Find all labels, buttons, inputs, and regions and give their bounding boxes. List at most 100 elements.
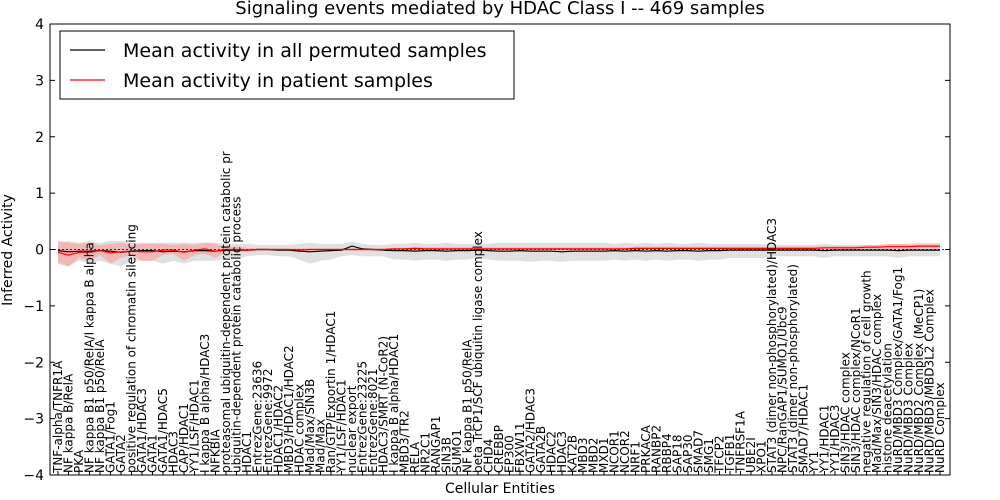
x-tick-label: CAP/HDAC1 [177, 403, 191, 473]
x-axis-label: Cellular Entities [445, 481, 555, 497]
x-tick-label: GATA1/HDAC5 [156, 388, 170, 473]
x-tick-label: TGFB1 [723, 434, 737, 474]
x-tick-label: EntrezGene:23636 [251, 361, 265, 473]
x-tick-label: NCOR1 [608, 430, 622, 473]
x-tick-label: positive regulation of chromatin silenci… [125, 224, 139, 473]
x-tick-label: NRF1 [629, 441, 643, 473]
x-tick-label: SIN3/HDAC complex/NCoR1 [849, 307, 863, 473]
x-tick-label: HDAC1 [240, 431, 254, 473]
x-tick-label: histone deacetylation [881, 343, 895, 473]
x-tick-label: SAP30 [681, 434, 695, 473]
x-tick-label: RANGAP1 [429, 416, 443, 473]
x-tick-label: STAT3 (dimer non-phosphorylated) [786, 264, 800, 473]
x-tick-label: HDAC3 [167, 431, 181, 473]
y-axis: −4 −3 −2 −1 0 1 2 3 4 [23, 17, 950, 484]
x-tick-label: MBD3 [576, 438, 590, 473]
y-tick-label: −3 [23, 412, 44, 428]
x-tick-label: PRKACA [639, 424, 653, 473]
x-tick-label: SMG1 [702, 438, 716, 473]
legend-label-permuted: Mean activity in all permuted samples [123, 40, 486, 62]
x-tick-label: SIN3/HDAC complex [839, 352, 853, 473]
x-tick-label: GATA2 [114, 434, 128, 473]
x-tick-label: NuRD/MBD3 Complex [902, 343, 916, 473]
x-tick-label: I kappa B alpha/HDAC3 [198, 334, 212, 473]
x-tick-label: negative regulation of cell growth [860, 270, 874, 473]
x-tick-label: RBBP4 [660, 433, 674, 473]
band-patient [58, 241, 940, 267]
x-tick-label: NPC/RanGAP1/SUMO1/Ubc9 [776, 306, 790, 473]
legend-label-patient: Mean activity in patient samples [123, 70, 433, 92]
x-tick-label: EntrezGene:9972 [261, 369, 275, 474]
x-tick-label: EntrezGene:23225 [356, 361, 370, 473]
line-permuted [57, 245, 940, 253]
x-tick-label: YY1/LSF/HDAC1 [188, 379, 202, 474]
x-tick-label: NF kappa B1 p50/RelA/I kappa B alpha [83, 242, 97, 473]
x-tick-label: GATA1/Fog1 [104, 401, 118, 473]
x-tick-label: PKA [72, 449, 86, 473]
x-tick-label: Mad/Max [314, 419, 328, 473]
x-tick-label: nuclear export [345, 385, 359, 473]
x-tick-label: Mad/Max/SIN3B [303, 379, 317, 473]
x-tick-label: MBD2 [587, 438, 601, 473]
x-tick-label: NuRD/MBD2 Complex (MeCP1) [912, 289, 926, 473]
x-tick-label: TFCP2 [713, 436, 727, 474]
x-tick-label: RELA [408, 441, 422, 473]
y-tick-label: −4 [23, 468, 44, 484]
x-tick-label: HDAC complex [293, 384, 307, 473]
x-tick-label: proteasomal ubiquitin-dependent protein … [219, 151, 233, 473]
x-tick-label: HDAC3 [555, 431, 569, 473]
x-tick-label: GATA1/HDAC3 [135, 388, 149, 473]
y-axis-label: Inferred Activity [0, 194, 16, 306]
x-tick-label: XPO1 [755, 440, 769, 473]
x-tick-label: EntrezGene:8021 [366, 369, 380, 474]
x-tick-label: FBXW11 [513, 423, 527, 474]
x-tick-label: EP300 [503, 435, 517, 473]
x-tick-label: GATA2/HDAC3 [524, 388, 538, 473]
x-tick-label: GATA2B [534, 426, 548, 473]
x-tick-label: SUMO1 [450, 429, 464, 473]
x-tick-label: Mad/Max/SIN3/HDAC complex [870, 294, 884, 473]
x-tick-label: NR2C1 [419, 432, 433, 473]
x-tick-label: I kappa B alpha/HDAC1 [387, 334, 401, 473]
x-tick-label: HDAC3/SMRT (N-CoR2) [377, 336, 391, 473]
x-tick-label: SIN3B [440, 437, 454, 473]
line-patient [57, 245, 940, 256]
x-tick-label: NFKBIA [209, 428, 223, 473]
x-tick-label: NuRD/MBD3/MBD3L2 Complex [923, 289, 937, 473]
x-tick-label: CHD4 [482, 439, 496, 473]
x-tick-label: Ran/GTP/Exportin 1/HDAC1 [324, 311, 338, 473]
x-tick-label: TNFRSF1A [734, 410, 748, 474]
legend: Mean activity in all permuted samples Me… [59, 30, 515, 100]
x-tick-label: SMAD7 [692, 430, 706, 473]
x-tick-label: beta TrCP1/SCF ubiquitin ligase complex [471, 231, 485, 473]
x-tick-label: YY1/HDAC1 [818, 405, 832, 474]
legend-box [59, 30, 515, 100]
x-tick-label: NF kappa B/RelA [62, 373, 76, 473]
x-tick-label: YY1/LSF/HDAC1 [335, 379, 349, 474]
x-tick-label: HDAC1/HDAC2 [272, 385, 286, 473]
chart-title: Signaling events mediated by HDAC Class … [235, 0, 764, 19]
x-tick-label: UBE2I [744, 437, 758, 473]
x-tick-label: SAP18 [671, 434, 685, 473]
x-tick-label: NuRD/MBD3 Complex/GATA1/Fog1 [891, 267, 905, 473]
x-tick-label: ubiquitin-dependent protein catabolic pr… [230, 197, 244, 473]
y-tick-label: −2 [23, 355, 44, 371]
y-tick-label: 4 [35, 17, 44, 33]
y-tick-label: −1 [23, 299, 44, 315]
y-tick-label: 3 [35, 73, 44, 89]
x-tick-label: NF kappa B1 p50/RelA [461, 339, 475, 473]
confidence-bands [58, 241, 940, 267]
y-tick-label: 2 [35, 130, 44, 146]
x-tick-label: RANBP2 [650, 425, 664, 473]
x-tick-label: CREBBP [492, 425, 506, 473]
x-tick-label: MBD3/HDAC1/HDAC2 [282, 345, 296, 473]
x-tick-label: MBD3/TR2 [398, 410, 412, 473]
x-tick-label: YY1 [807, 451, 821, 474]
series-lines [57, 245, 940, 256]
y-tick-label: 1 [35, 186, 44, 202]
x-tick-label: STAT3 (dimer non-phosphorylated)/HDAC3 [765, 218, 779, 473]
x-tick-label: KAT2B [566, 435, 580, 473]
x-tick-label: MXD1 [597, 438, 611, 473]
